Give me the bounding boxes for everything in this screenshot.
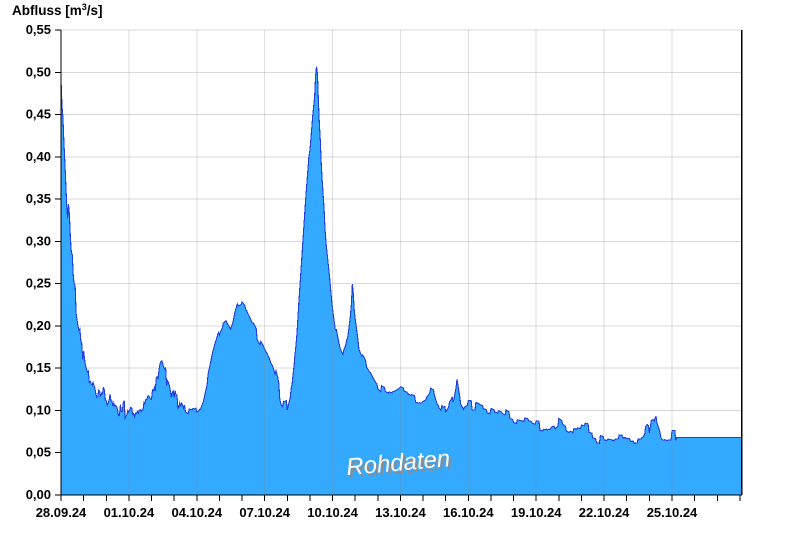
svg-text:10.10.24: 10.10.24 (307, 505, 358, 520)
svg-text:0,40: 0,40 (26, 149, 51, 164)
svg-text:0,00: 0,00 (26, 487, 51, 502)
svg-text:0,35: 0,35 (26, 191, 51, 206)
svg-text:01.10.24: 01.10.24 (104, 505, 155, 520)
svg-text:28.09.24: 28.09.24 (36, 505, 87, 520)
svg-text:0,25: 0,25 (26, 276, 51, 291)
svg-text:0,20: 0,20 (26, 318, 51, 333)
svg-text:0,50: 0,50 (26, 64, 51, 79)
svg-text:0,45: 0,45 (26, 107, 51, 122)
svg-text:0,15: 0,15 (26, 360, 51, 375)
svg-text:0,55: 0,55 (26, 22, 51, 37)
svg-text:25.10.24: 25.10.24 (647, 505, 698, 520)
svg-text:0,30: 0,30 (26, 233, 51, 248)
svg-text:Abfluss [m3/s]: Abfluss [m3/s] (12, 2, 103, 18)
svg-text:0,05: 0,05 (26, 445, 51, 460)
svg-text:16.10.24: 16.10.24 (443, 505, 494, 520)
svg-text:22.10.24: 22.10.24 (579, 505, 630, 520)
svg-text:07.10.24: 07.10.24 (239, 505, 290, 520)
svg-text:0,10: 0,10 (26, 402, 51, 417)
svg-text:19.10.24: 19.10.24 (511, 505, 562, 520)
svg-text:13.10.24: 13.10.24 (375, 505, 426, 520)
svg-text:04.10.24: 04.10.24 (171, 505, 222, 520)
